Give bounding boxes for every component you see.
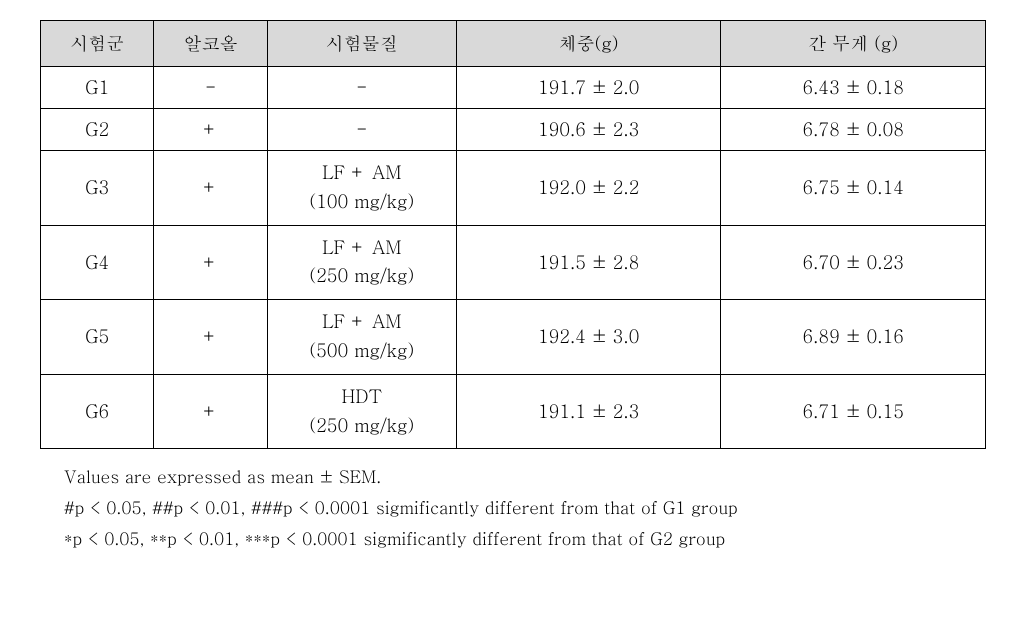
footnote-g2-significance: *p < 0.05, **p < 0.01, ***p < 0.0001 sig…	[64, 523, 986, 554]
cell-liver-weight: 6.75 ± 0.14	[721, 151, 986, 226]
cell-substance: -	[267, 109, 456, 151]
cell-alcohol: +	[154, 109, 267, 151]
table-row: G5 + LF + AM (500 mg/kg) 192.4 ± 3.0 6.8…	[41, 300, 986, 375]
cell-body-weight: 190.6 ± 2.3	[456, 109, 721, 151]
cell-body-weight: 192.0 ± 2.2	[456, 151, 721, 226]
data-table: 시험군 알코올 시험물질 체중(g) 간 무게 (g) G1 - - 191.7…	[40, 20, 986, 449]
cell-liver-weight: 6.89 ± 0.16	[721, 300, 986, 375]
footnote-mean-sem: Values are expressed as mean ± SEM.	[64, 461, 986, 492]
cell-substance-text: -	[356, 75, 367, 100]
cell-substance: LF + AM (250 mg/kg)	[267, 225, 456, 300]
cell-substance-line1: LF + AM	[322, 309, 401, 334]
cell-substance-line2: (100 mg/kg)	[309, 189, 414, 214]
cell-substance-line1: HDT	[342, 384, 383, 409]
cell-substance-line2: (250 mg/kg)	[309, 413, 414, 438]
cell-body-weight: 192.4 ± 3.0	[456, 300, 721, 375]
footnote-g1-significance: #p < 0.05, ##p < 0.01, ###p < 0.0001 sig…	[64, 492, 986, 523]
cell-substance: -	[267, 67, 456, 109]
footnotes-section: Values are expressed as mean ± SEM. #p <…	[40, 461, 986, 553]
cell-alcohol: +	[154, 374, 267, 449]
table-row: G2 + - 190.6 ± 2.3 6.78 ± 0.08	[41, 109, 986, 151]
cell-group: G1	[41, 67, 154, 109]
table-row: G1 - - 191.7 ± 2.0 6.43 ± 0.18	[41, 67, 986, 109]
table-row: G6 + HDT (250 mg/kg) 191.1 ± 2.3 6.71 ± …	[41, 374, 986, 449]
cell-alcohol: -	[154, 67, 267, 109]
cell-group: G4	[41, 225, 154, 300]
cell-group: G6	[41, 374, 154, 449]
col-header-liver-weight: 간 무게 (g)	[721, 21, 986, 67]
col-header-substance: 시험물질	[267, 21, 456, 67]
cell-body-weight: 191.1 ± 2.3	[456, 374, 721, 449]
cell-substance-text: -	[356, 117, 367, 142]
cell-substance: HDT (250 mg/kg)	[267, 374, 456, 449]
cell-liver-weight: 6.71 ± 0.15	[721, 374, 986, 449]
cell-body-weight: 191.5 ± 2.8	[456, 225, 721, 300]
table-container: 시험군 알코올 시험물질 체중(g) 간 무게 (g) G1 - - 191.7…	[40, 20, 986, 553]
cell-substance: LF + AM (100 mg/kg)	[267, 151, 456, 226]
cell-substance-line2: (250 mg/kg)	[309, 263, 414, 288]
table-header-row: 시험군 알코올 시험물질 체중(g) 간 무게 (g)	[41, 21, 986, 67]
cell-body-weight: 191.7 ± 2.0	[456, 67, 721, 109]
col-header-alcohol: 알코올	[154, 21, 267, 67]
cell-liver-weight: 6.43 ± 0.18	[721, 67, 986, 109]
col-header-body-weight: 체중(g)	[456, 21, 721, 67]
cell-alcohol: +	[154, 225, 267, 300]
cell-substance-line1: LF + AM	[322, 235, 401, 260]
cell-group: G5	[41, 300, 154, 375]
col-header-group: 시험군	[41, 21, 154, 67]
table-row: G4 + LF + AM (250 mg/kg) 191.5 ± 2.8 6.7…	[41, 225, 986, 300]
cell-substance-line1: LF + AM	[322, 160, 401, 185]
table-row: G3 + LF + AM (100 mg/kg) 192.0 ± 2.2 6.7…	[41, 151, 986, 226]
cell-liver-weight: 6.78 ± 0.08	[721, 109, 986, 151]
cell-substance-line2: (500 mg/kg)	[309, 338, 414, 363]
cell-substance: LF + AM (500 mg/kg)	[267, 300, 456, 375]
cell-alcohol: +	[154, 300, 267, 375]
cell-liver-weight: 6.70 ± 0.23	[721, 225, 986, 300]
cell-group: G2	[41, 109, 154, 151]
cell-group: G3	[41, 151, 154, 226]
cell-alcohol: +	[154, 151, 267, 226]
